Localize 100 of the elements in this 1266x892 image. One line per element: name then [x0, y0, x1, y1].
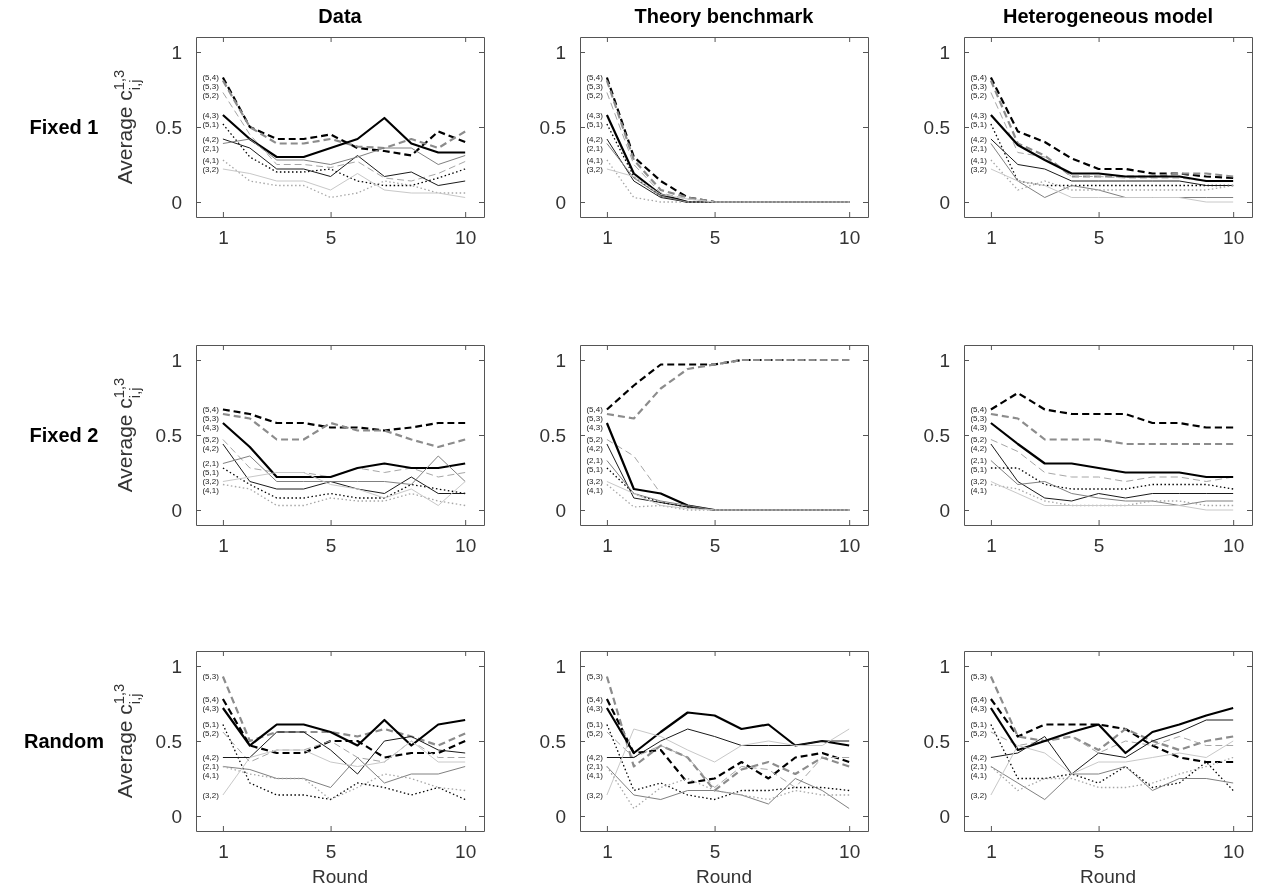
series-label: (5,3) [586, 82, 604, 92]
series-label: (2,1) [970, 456, 988, 466]
y-tick-label: 0 [171, 499, 182, 521]
x-tick-label: 5 [1093, 841, 1105, 863]
y-tick-label: 0 [939, 805, 950, 827]
series-label: (4,2) [586, 134, 604, 144]
series-label: (4,1) [970, 771, 988, 781]
series-label: (4,1) [970, 155, 988, 165]
x-tick-label: 1 [986, 227, 997, 249]
series-label: (5,4) [586, 405, 604, 415]
x-tick-label: 10 [455, 841, 477, 863]
series-label: (3,2) [586, 477, 604, 487]
series-label: (2,1) [202, 143, 220, 153]
series-label: (5,3) [586, 414, 604, 424]
x-tick-label: 5 [325, 841, 337, 863]
series-label: (5,1) [586, 720, 604, 730]
y-tick-label: 0 [171, 191, 182, 213]
x-tick-label: 5 [325, 535, 337, 557]
series-label: (3,2) [970, 477, 988, 487]
y-tick-label: 0 [555, 191, 566, 213]
x-tick-label: 1 [986, 535, 997, 557]
series-label: (4,2) [970, 753, 988, 763]
y-tick-label: 1 [939, 655, 950, 677]
y-tick-label: 1 [171, 655, 182, 677]
series-label: (2,1) [586, 456, 604, 466]
x-tick-label: 10 [455, 535, 477, 557]
series-label: (4,1) [586, 155, 604, 165]
series-label: (4,2) [586, 444, 604, 454]
series-label: (2,1) [202, 762, 220, 772]
series-label: (4,2) [586, 753, 604, 763]
x-tick-label: 5 [1093, 227, 1105, 249]
series-label: (5,1) [970, 465, 988, 475]
series-label: (4,3) [202, 423, 220, 433]
series-label: (2,1) [970, 762, 988, 772]
y-tick-label: 1 [939, 349, 950, 371]
x-tick-label: 5 [1093, 535, 1105, 557]
series-label: (5,4) [970, 405, 988, 415]
y-tick-label: 1 [171, 41, 182, 63]
series-label: (4,1) [202, 486, 220, 496]
x-axis-title: Round [1080, 866, 1136, 887]
y-tick-label: 0.5 [539, 730, 566, 752]
series-label: (4,3) [586, 703, 604, 713]
series-label: (5,1) [586, 119, 604, 129]
x-tick-label: 5 [709, 227, 721, 249]
series-label: (5,2) [202, 435, 220, 445]
x-tick-label: 1 [218, 227, 229, 249]
series-label: (5,4) [586, 694, 604, 704]
series-label: (4,3) [202, 703, 220, 713]
series-label: (2,1) [586, 143, 604, 153]
series-label: (5,3) [202, 414, 220, 424]
x-tick-label: 1 [218, 841, 229, 863]
series-label: (4,2) [202, 444, 220, 454]
series-label: (5,1) [202, 468, 220, 478]
chart-title: Theory benchmark [634, 5, 815, 27]
series-label: (5,2) [970, 435, 988, 445]
y-tick-label: 0.5 [155, 116, 182, 138]
series-label: (5,4) [586, 73, 604, 83]
series-label: (4,2) [202, 134, 220, 144]
series-label: (5,4) [202, 73, 220, 83]
series-label: (3,2) [202, 164, 220, 174]
series-label: (5,1) [202, 119, 220, 129]
y-tick-label: 0.5 [923, 424, 950, 446]
series-label: (4,3) [586, 423, 604, 433]
series-label: (4,3) [970, 703, 988, 713]
y-tick-label: 0 [939, 499, 950, 521]
series-label: (5,3) [970, 414, 988, 424]
x-tick-label: 10 [1223, 227, 1245, 249]
series-label: (4,2) [970, 134, 988, 144]
series-label: (4,1) [586, 771, 604, 781]
x-tick-label: 10 [839, 227, 861, 249]
chart-title: Heterogeneous model [1002, 5, 1214, 27]
text: Fixed 1 [29, 116, 99, 138]
series-label: (5,4) [202, 694, 220, 704]
series-label: (5,4) [202, 405, 220, 415]
x-axis-title: Round [696, 866, 752, 887]
x-tick-label: 1 [602, 841, 613, 863]
series-label: (4,2) [202, 753, 220, 763]
series-label: (5,1) [202, 720, 220, 730]
y-tick-label: 1 [555, 349, 566, 371]
series-label: (5,3) [970, 672, 988, 682]
y-tick-label: 0.5 [923, 730, 950, 752]
series-label: (5,1) [970, 720, 988, 730]
series-label: (3,2) [586, 790, 604, 800]
y-tick-label: 0 [555, 805, 566, 827]
x-tick-label: 1 [602, 227, 613, 249]
x-tick-label: 10 [1223, 841, 1245, 863]
series-label: (4,3) [586, 110, 604, 120]
text: Random [24, 730, 104, 752]
series-label: (5,3) [202, 82, 220, 92]
y-tick-label: 1 [171, 349, 182, 371]
x-tick-label: 10 [1223, 535, 1245, 557]
series-label: (4,1) [202, 155, 220, 165]
series-label: (2,1) [970, 143, 988, 153]
series-label: (5,1) [970, 119, 988, 129]
y-tick-label: 1 [555, 41, 566, 63]
series-label: (3,2) [202, 790, 220, 800]
series-label: (5,2) [586, 91, 604, 101]
series-label: (4,1) [586, 486, 604, 496]
series-label: (5,2) [202, 91, 220, 101]
series-label: (3,2) [202, 477, 220, 487]
